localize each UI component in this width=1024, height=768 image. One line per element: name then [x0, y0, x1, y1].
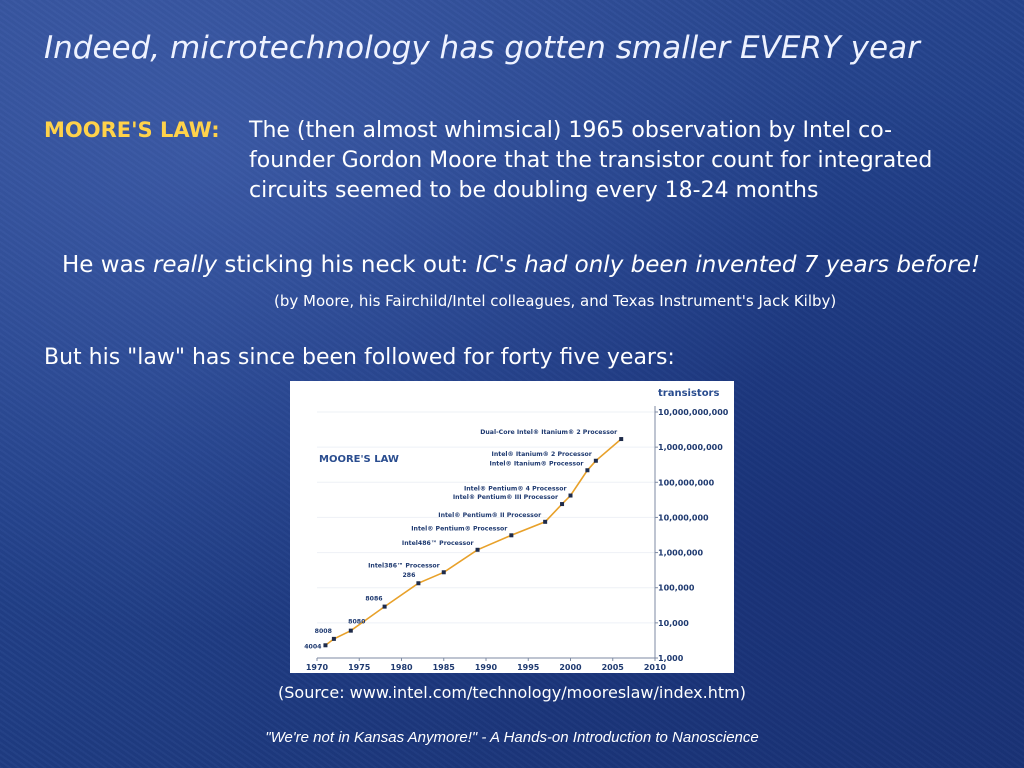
- moores-law-chart: 1970 1975 1980 1985 1990 1995 2000 2005 2010 10,0…: [290, 381, 734, 673]
- x-tick-label: 1985: [433, 663, 456, 672]
- data-label: 8086: [365, 596, 382, 603]
- y-tick-label: 10,000,000,000: [658, 408, 729, 417]
- y-tick-label: 10,000: [658, 619, 689, 628]
- data-point: [619, 437, 624, 442]
- law-followed-statement: But his "law" has since been followed fo…: [44, 345, 675, 370]
- y-tick-label: 10,000,000: [658, 513, 709, 522]
- data-label: 4004: [304, 643, 322, 650]
- slide-title: Indeed, microtechnology has gotten small…: [44, 30, 920, 66]
- data-point: [441, 570, 446, 575]
- x-tick-label: 1975: [348, 663, 371, 672]
- x-tick-label: 1980: [390, 663, 413, 672]
- data-label: 8080: [348, 619, 366, 626]
- data-point: [543, 519, 548, 524]
- neck-middle: sticking his neck out:: [217, 252, 476, 278]
- chart-svg: 1970 1975 1980 1985 1990 1995 2000 2005 2010 10,0…: [304, 388, 729, 672]
- neck-emphasis: really: [152, 252, 218, 278]
- chart-title: MOORE'S LAW: [319, 454, 399, 465]
- data-point: [416, 581, 421, 586]
- x-tick-label: 1970: [306, 663, 329, 672]
- slide-footer: "We're not in Kansas Anymore!" - A Hands…: [265, 729, 759, 746]
- data-point: [560, 502, 565, 507]
- neck-out-statement: He was really sticking his neck out: IC'…: [62, 252, 980, 278]
- data-label: Dual-Core Intel® Itanium® 2 Processor: [480, 428, 618, 436]
- data-label: Intel® Pentium® III Processor: [453, 493, 559, 501]
- data-label: 286: [402, 572, 415, 579]
- x-tick-label: 1995: [517, 663, 540, 672]
- data-point: [331, 636, 336, 641]
- data-label: Intel486™ Processor: [402, 540, 475, 547]
- x-tick-label: 2010: [644, 663, 667, 672]
- y-tick-label: 100,000: [658, 584, 695, 593]
- data-point: [509, 533, 514, 538]
- data-label: Intel® Pentium® Processor: [411, 524, 508, 532]
- data-point: [475, 547, 480, 552]
- y-tick-label: 1,000,000: [658, 549, 703, 558]
- moores-law-definition: The (then almost whimsical) 1965 observa…: [249, 118, 933, 203]
- moores-law-label: MOORE'S LAW:: [44, 118, 220, 142]
- x-tick-label: 2005: [602, 663, 625, 672]
- data-point: [323, 643, 328, 648]
- ic-invented-note: IC's had only been invented 7 years befo…: [475, 252, 981, 278]
- source-citation: (Source: www.intel.com/technology/moores…: [278, 683, 746, 702]
- inventor-credit: (by Moore, his Fairchild/Intel colleague…: [274, 292, 837, 310]
- data-label: Intel® Itanium® Processor: [490, 459, 585, 467]
- series-line: [325, 438, 622, 646]
- data-label: Intel® Itanium® 2 Processor: [492, 450, 593, 458]
- data-label: Intel386™ Processor: [368, 562, 441, 569]
- x-tick-label: 1990: [475, 663, 498, 672]
- y-axis-title: transistors: [658, 388, 719, 399]
- y-tick-label: 100,000,000: [658, 478, 715, 487]
- data-point: [585, 468, 590, 473]
- data-label: Intel® Pentium® II Processor: [438, 511, 542, 519]
- y-tick-label: 1,000,000,000: [658, 443, 723, 452]
- y-tick-label: 1,000: [658, 654, 684, 663]
- neck-prefix: He was: [62, 252, 153, 278]
- data-point: [568, 493, 573, 498]
- data-point: [348, 628, 353, 633]
- x-tick-label: 2000: [559, 663, 582, 672]
- data-label: 8008: [315, 628, 332, 635]
- data-label: Intel® Pentium® 4 Processor: [464, 485, 568, 493]
- data-point: [593, 458, 598, 463]
- data-point: [382, 604, 387, 609]
